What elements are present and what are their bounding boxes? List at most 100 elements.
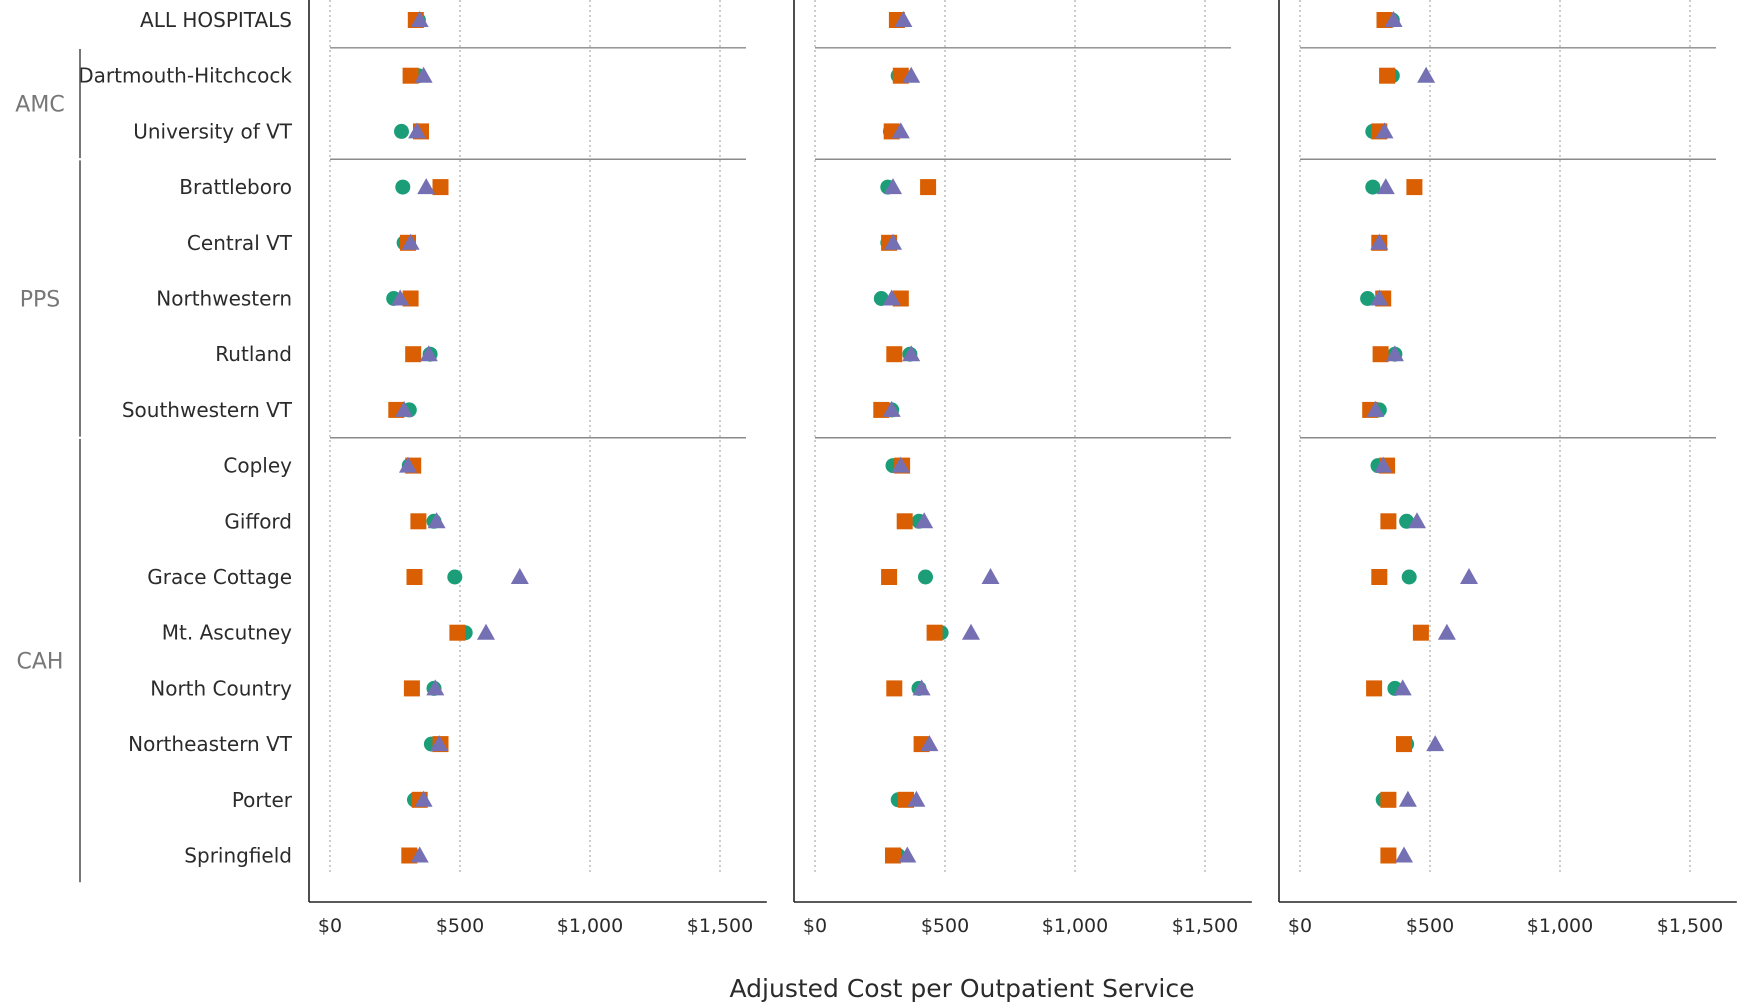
x-tick-label: $0 [803, 915, 827, 937]
square-marker [410, 513, 427, 530]
panel-1: $0 $500 $1,000 $1,500 [308, 0, 767, 937]
square-marker [1380, 847, 1397, 864]
triangle-marker [1398, 790, 1417, 807]
circle-marker [918, 569, 933, 585]
triangle-marker [1460, 568, 1478, 584]
triangle-marker [401, 233, 420, 250]
x-tick-label: $500 [921, 915, 969, 937]
triangle-marker [1437, 623, 1456, 640]
circle-marker [1401, 569, 1417, 585]
triangle-marker [882, 400, 901, 417]
triangle-marker [882, 289, 901, 306]
square-marker [1366, 680, 1383, 697]
triangle-marker [1426, 735, 1445, 752]
square-marker [885, 847, 901, 864]
triangle-marker [410, 11, 429, 27]
x-tick-label: $1,000 [557, 915, 623, 937]
x-tick-label: $500 [1406, 915, 1454, 937]
circle-marker [1360, 291, 1376, 306]
x-tick-label: $1,500 [687, 915, 753, 937]
group-label: CAH [17, 650, 64, 675]
x-tick-label: $500 [436, 915, 484, 937]
triangle-marker [408, 122, 427, 139]
triangle-marker [891, 122, 910, 139]
x-tick-label: $1,500 [1657, 915, 1723, 937]
triangle-marker [981, 568, 1000, 584]
x-tick-label: $0 [1288, 915, 1312, 937]
x-tick-label: $1,500 [1172, 915, 1238, 937]
hospital-label: ALL HOSPITALS [140, 8, 292, 32]
square-marker [1412, 624, 1429, 641]
hospital-label: Rutland [215, 342, 292, 366]
triangle-marker [1366, 400, 1385, 417]
hospital-label: University of VT [133, 119, 293, 143]
circle-marker [1365, 179, 1381, 195]
square-marker [1380, 791, 1397, 808]
x-tick-label: $1,000 [1042, 915, 1108, 937]
triangle-marker [1395, 846, 1413, 863]
hospital-label: Porter [232, 788, 293, 812]
hospital-label: Northwestern [156, 287, 292, 311]
hospital-label: Dartmouth-Hitchcock [78, 64, 292, 88]
triangle-marker [962, 623, 980, 640]
circle-marker [395, 179, 411, 195]
triangle-marker [395, 400, 414, 417]
group-label: AMC [15, 93, 64, 118]
group-brackets: AMC PPS CAH [15, 48, 81, 883]
triangle-marker [414, 790, 433, 807]
square-marker [403, 680, 420, 697]
hospital-label: Southwestern VT [122, 398, 293, 422]
square-marker [881, 569, 898, 585]
hospital-label: Grace Cottage [147, 565, 292, 589]
square-marker [1406, 179, 1423, 196]
triangle-marker [414, 66, 433, 83]
triangle-marker [898, 846, 917, 863]
triangle-marker [427, 512, 446, 529]
triangle-marker [1408, 512, 1426, 529]
triangle-marker [884, 233, 902, 250]
circle-marker [394, 123, 409, 139]
hospital-labels: ALL HOSPITALS Dartmouth-Hitchcock Universi… [78, 8, 293, 868]
triangle-marker [1376, 178, 1395, 195]
hospital-label: Brattleboro [179, 175, 292, 199]
triangle-marker [391, 289, 410, 306]
square-marker [926, 624, 943, 641]
square-marker [405, 346, 422, 363]
square-marker [402, 67, 419, 84]
triangle-marker [920, 735, 939, 752]
markers [1360, 11, 1478, 864]
triangle-marker [410, 846, 429, 863]
panel-2: $0 $500 $1,000 $1,500 [793, 0, 1252, 937]
triangle-marker [902, 345, 921, 362]
triangle-marker [1384, 11, 1403, 27]
triangle-marker [477, 623, 495, 640]
panel-3: $0 $500 $1,000 $1,500 [1278, 0, 1737, 937]
triangle-marker [399, 456, 417, 473]
triangle-marker [915, 512, 934, 529]
triangle-marker [510, 568, 529, 584]
triangle-marker [430, 735, 449, 752]
hospital-label: Central VT [187, 231, 293, 255]
square-marker [896, 513, 913, 530]
square-marker [886, 680, 903, 697]
square-marker [406, 569, 423, 585]
square-marker [449, 624, 466, 641]
triangle-marker [1370, 289, 1389, 306]
hospital-label: North Country [150, 676, 292, 700]
triangle-marker [426, 679, 445, 696]
triangle-marker [1375, 122, 1394, 139]
triangle-marker [1385, 345, 1404, 362]
hospital-label: Gifford [224, 509, 292, 533]
x-axis-label: Adjusted Cost per Outpatient Service [730, 974, 1195, 1003]
x-tick-label: $0 [318, 915, 342, 937]
triangle-marker [419, 345, 438, 362]
square-marker [886, 346, 903, 363]
markers [386, 11, 529, 864]
panels: $0 $500 $1,000 $1,500 $0 $500 $1,000 $1,500 $0 $5… [308, 0, 1737, 937]
square-marker [920, 179, 937, 196]
triangle-marker [894, 11, 913, 27]
x-tick-label: $1,000 [1527, 915, 1593, 937]
square-marker [1379, 67, 1396, 84]
triangle-marker [417, 178, 436, 195]
